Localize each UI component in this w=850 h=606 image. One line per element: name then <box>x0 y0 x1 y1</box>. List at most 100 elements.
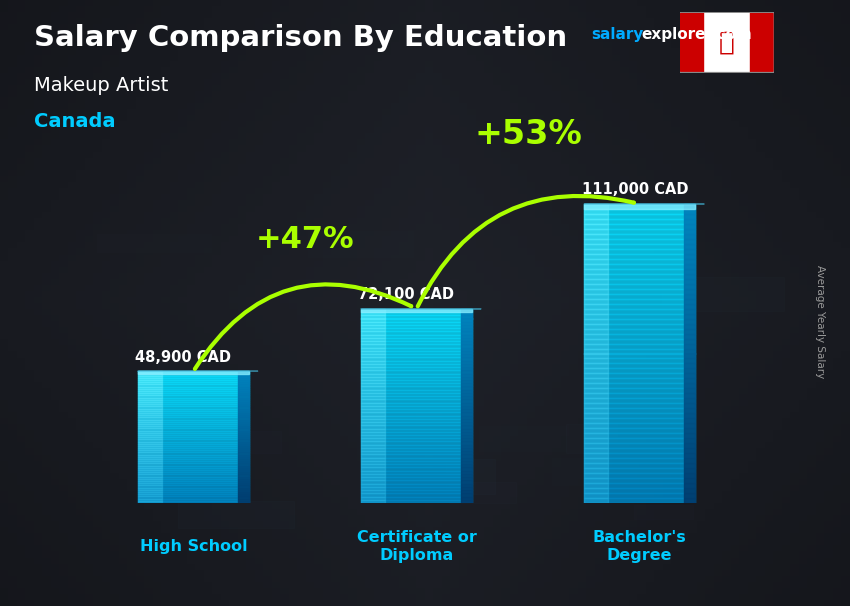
Bar <box>238 468 249 470</box>
Bar <box>138 428 162 430</box>
Bar <box>360 416 473 419</box>
Bar <box>684 284 695 288</box>
Bar <box>584 214 695 219</box>
Bar <box>138 373 249 376</box>
Bar <box>138 492 249 494</box>
Bar <box>461 361 473 364</box>
Bar <box>360 351 473 354</box>
Bar <box>584 219 695 224</box>
Bar <box>461 406 473 409</box>
Bar <box>360 351 385 354</box>
Bar <box>360 319 473 322</box>
Bar <box>684 259 695 264</box>
Bar <box>584 378 695 384</box>
Bar <box>138 371 249 373</box>
Bar <box>138 450 249 453</box>
Bar <box>360 377 473 380</box>
Bar <box>584 344 609 348</box>
Bar <box>584 443 695 448</box>
Bar <box>461 351 473 354</box>
Text: 111,000 CAD: 111,000 CAD <box>581 182 689 198</box>
Bar <box>360 496 385 500</box>
Text: Makeup Artist: Makeup Artist <box>34 76 168 95</box>
Bar <box>584 483 695 488</box>
Bar <box>684 373 695 378</box>
Text: Average Yearly Salary: Average Yearly Salary <box>815 265 825 378</box>
Bar <box>461 419 473 422</box>
Bar <box>584 468 695 473</box>
Bar <box>138 382 162 384</box>
Bar <box>584 274 695 279</box>
Text: 48,900 CAD: 48,900 CAD <box>135 350 231 365</box>
Bar <box>238 428 249 430</box>
Bar <box>238 439 249 442</box>
Bar <box>584 428 695 433</box>
Bar <box>684 453 695 458</box>
Bar <box>584 433 695 438</box>
Bar <box>360 406 385 409</box>
Bar <box>684 378 695 384</box>
Bar <box>360 309 473 312</box>
Bar <box>138 387 249 389</box>
Bar <box>584 209 609 214</box>
Bar <box>360 322 385 325</box>
Bar <box>138 470 249 472</box>
Bar <box>360 487 473 490</box>
Bar <box>684 229 695 234</box>
Bar <box>461 319 473 322</box>
Bar <box>138 433 162 435</box>
Bar <box>138 461 249 464</box>
Bar <box>360 416 385 419</box>
Bar <box>461 344 473 348</box>
Bar <box>138 415 249 418</box>
Bar <box>138 373 162 376</box>
Bar <box>461 322 473 325</box>
Bar <box>684 353 695 359</box>
Bar <box>360 344 385 348</box>
Bar <box>360 493 385 496</box>
Bar <box>238 418 249 419</box>
Bar <box>360 402 385 406</box>
Bar <box>138 437 249 439</box>
Bar <box>684 209 695 214</box>
Bar <box>360 458 385 461</box>
Bar <box>684 473 695 478</box>
Bar <box>584 463 695 468</box>
Bar <box>584 333 609 339</box>
Bar <box>138 389 249 391</box>
Bar <box>360 331 385 335</box>
Bar <box>238 499 249 501</box>
Bar <box>584 209 695 214</box>
Bar <box>584 328 695 333</box>
Bar <box>238 396 249 398</box>
Bar <box>633 505 693 519</box>
Bar <box>238 422 249 424</box>
Bar <box>360 496 473 500</box>
Bar <box>479 425 566 451</box>
Bar <box>461 393 473 396</box>
Bar <box>584 453 609 458</box>
Bar <box>238 450 249 453</box>
Bar <box>684 443 695 448</box>
Bar <box>360 348 385 351</box>
Bar <box>360 370 385 373</box>
Bar <box>360 445 473 448</box>
Bar <box>138 448 162 450</box>
Bar <box>360 387 385 390</box>
Bar <box>138 424 162 426</box>
Bar <box>584 308 695 314</box>
Bar <box>584 388 609 393</box>
Bar <box>238 481 249 483</box>
Bar <box>584 269 695 274</box>
Bar <box>360 390 385 393</box>
Bar <box>461 387 473 390</box>
Bar <box>138 382 249 384</box>
Bar <box>360 458 473 461</box>
Bar <box>138 419 162 422</box>
Bar <box>138 430 162 433</box>
Bar <box>360 358 385 361</box>
Bar <box>238 407 249 408</box>
Bar <box>360 490 473 493</box>
Bar <box>461 309 473 312</box>
Bar <box>360 454 473 458</box>
